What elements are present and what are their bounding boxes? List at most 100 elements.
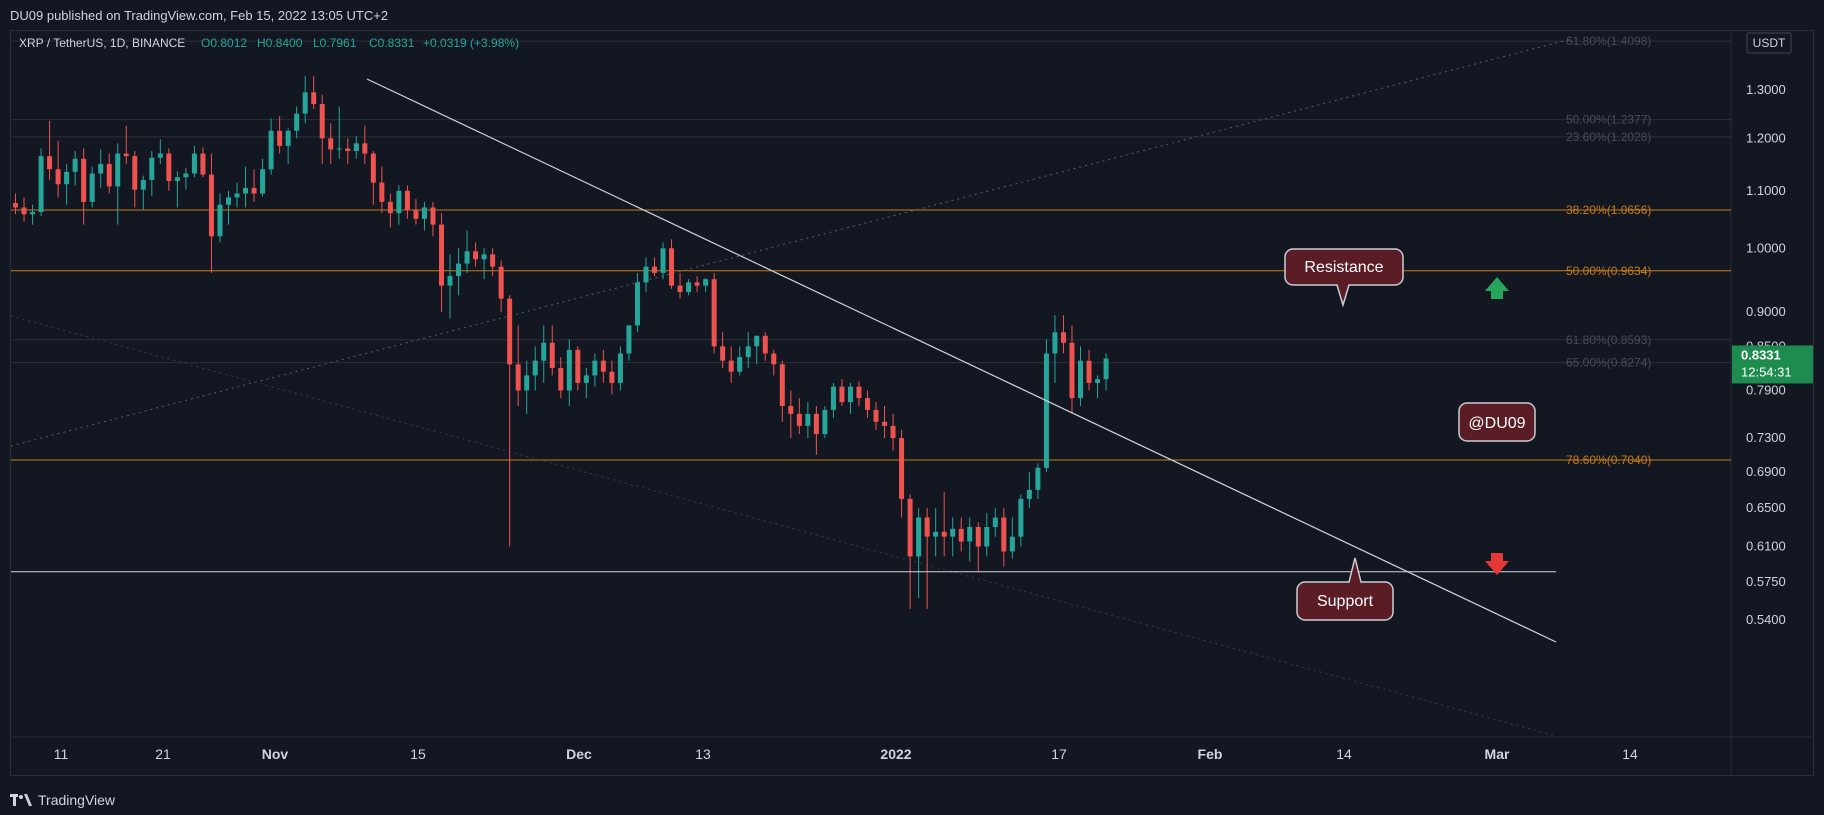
candle-body[interactable] xyxy=(140,179,146,190)
candle-body[interactable] xyxy=(1095,379,1101,383)
candle-body[interactable] xyxy=(950,528,956,537)
candle-body[interactable] xyxy=(524,375,530,391)
candle-body[interactable] xyxy=(847,386,853,403)
candle-body[interactable] xyxy=(566,349,572,391)
candle-body[interactable] xyxy=(813,413,819,435)
candle-body[interactable] xyxy=(899,438,905,499)
candle-body[interactable] xyxy=(907,498,913,557)
candle-body[interactable] xyxy=(251,188,257,194)
candle-body[interactable] xyxy=(481,254,487,260)
candle-body[interactable] xyxy=(149,157,155,180)
candle-body[interactable] xyxy=(370,153,376,183)
candle-body[interactable] xyxy=(319,104,325,139)
candle-body[interactable] xyxy=(30,211,36,215)
price-chart[interactable]: 61.80%(1.4098) 50.00%(1.2377) 23.60%(1.202… xyxy=(10,31,1813,775)
candle-body[interactable] xyxy=(958,528,964,542)
candle-body[interactable] xyxy=(507,298,513,365)
candle-body[interactable] xyxy=(430,207,436,225)
candle-body[interactable] xyxy=(694,282,700,286)
candle-body[interactable] xyxy=(157,153,163,158)
candle-body[interactable] xyxy=(1026,489,1032,499)
candle-body[interactable] xyxy=(217,204,223,237)
candle-body[interactable] xyxy=(277,130,283,146)
candle-body[interactable] xyxy=(941,531,947,537)
candle-body[interactable] xyxy=(132,156,138,190)
candle-body[interactable] xyxy=(1018,498,1024,537)
candle-body[interactable] xyxy=(779,364,785,406)
candle-body[interactable] xyxy=(328,138,334,150)
candles[interactable] xyxy=(13,76,1109,609)
candle-body[interactable] xyxy=(1052,332,1058,354)
candle-body[interactable] xyxy=(830,386,836,410)
candle-body[interactable] xyxy=(38,156,44,212)
candle-body[interactable] xyxy=(617,353,623,383)
candle-body[interactable] xyxy=(558,367,564,391)
candle-body[interactable] xyxy=(336,148,342,150)
candle-body[interactable] xyxy=(81,158,87,202)
descending-trendline[interactable] xyxy=(366,78,1557,643)
candle-body[interactable] xyxy=(260,169,266,194)
candle-body[interactable] xyxy=(515,364,521,391)
candle-body[interactable] xyxy=(498,266,504,299)
candle-body[interactable] xyxy=(583,375,589,383)
candle-body[interactable] xyxy=(362,143,368,154)
candle-body[interactable] xyxy=(345,148,351,151)
candle-body[interactable] xyxy=(1060,332,1066,343)
candle-body[interactable] xyxy=(686,282,692,293)
candle-body[interactable] xyxy=(626,325,632,354)
fib-levels[interactable]: 61.80%(1.4098) 50.00%(1.2377) 23.60%(1.202… xyxy=(11,34,1731,467)
candle-body[interactable] xyxy=(302,92,308,114)
candle-body[interactable] xyxy=(890,425,896,439)
candle-body[interactable] xyxy=(711,279,717,347)
candle-body[interactable] xyxy=(387,201,393,214)
candle-body[interactable] xyxy=(47,156,53,170)
candle-body[interactable] xyxy=(490,254,496,267)
candle-body[interactable] xyxy=(439,224,444,286)
candle-body[interactable] xyxy=(652,266,657,273)
candle-body[interactable] xyxy=(396,190,402,214)
candle-body[interactable] xyxy=(643,266,649,283)
candle-body[interactable] xyxy=(600,360,606,372)
candle-body[interactable] xyxy=(873,409,879,422)
candle-body[interactable] xyxy=(1069,342,1075,399)
candle-body[interactable] xyxy=(839,386,845,403)
candle-body[interactable] xyxy=(379,182,385,202)
candle-body[interactable] xyxy=(447,276,453,286)
tradingview-logo[interactable]: TradingView xyxy=(10,792,115,808)
candle-body[interactable] xyxy=(933,531,939,537)
candle-body[interactable] xyxy=(634,282,640,326)
candle-body[interactable] xyxy=(549,342,555,368)
candle-body[interactable] xyxy=(541,342,547,361)
candle-body[interactable] xyxy=(285,130,291,146)
candle-body[interactable] xyxy=(1043,353,1049,468)
candle-body[interactable] xyxy=(745,346,751,358)
candle-body[interactable] xyxy=(311,92,317,105)
candle-body[interactable] xyxy=(473,251,479,260)
candle-body[interactable] xyxy=(413,210,419,219)
candle-body[interactable] xyxy=(1001,517,1007,552)
candle-body[interactable] xyxy=(353,143,359,151)
candle-body[interactable] xyxy=(992,517,998,528)
candle-body[interactable] xyxy=(669,248,675,286)
candle-body[interactable] xyxy=(234,193,240,198)
candle-body[interactable] xyxy=(200,153,206,175)
candle-body[interactable] xyxy=(98,163,104,174)
candle-body[interactable] xyxy=(822,409,828,435)
candle-body[interactable] xyxy=(575,349,581,383)
candle-body[interactable] xyxy=(754,335,760,347)
candle-body[interactable] xyxy=(421,207,427,219)
candle-body[interactable] xyxy=(191,153,197,174)
candle-body[interactable] xyxy=(882,421,888,426)
candle-body[interactable] xyxy=(592,360,598,376)
resistance-callout[interactable]: Resistance xyxy=(1284,248,1404,308)
candle-body[interactable] xyxy=(89,173,95,202)
candle-body[interactable] xyxy=(123,153,129,157)
candle-body[interactable] xyxy=(609,371,615,383)
candle-body[interactable] xyxy=(771,353,777,365)
candle-body[interactable] xyxy=(805,413,811,426)
candle-body[interactable] xyxy=(865,398,870,410)
candle-body[interactable] xyxy=(660,248,666,273)
candle-body[interactable] xyxy=(1103,358,1109,380)
support-callout[interactable]: Support xyxy=(1296,557,1394,621)
candle-body[interactable] xyxy=(677,285,683,293)
